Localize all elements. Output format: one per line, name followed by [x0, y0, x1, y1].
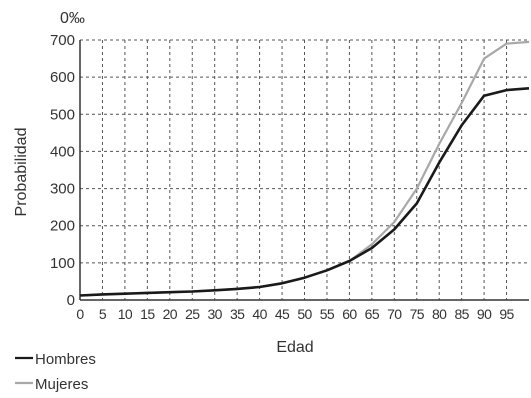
- x-tick-label: 15: [140, 306, 155, 322]
- x-tick-label: 45: [275, 306, 290, 322]
- y-tick-label: 600: [50, 69, 75, 86]
- series-lines: [79, 40, 530, 297]
- y-tick-label: 100: [50, 255, 75, 272]
- legend-label-mujeres: Mujeres: [35, 376, 88, 393]
- x-tick-label: 10: [118, 306, 133, 322]
- y-tick-label: 0: [67, 292, 75, 309]
- y-tick-label: 400: [50, 143, 75, 160]
- axes: [79, 40, 529, 301]
- x-tick-label: 75: [410, 306, 425, 322]
- x-tick-label: 70: [387, 306, 402, 322]
- x-tick-label: 5: [99, 306, 107, 322]
- x-tick-label: 25: [185, 306, 200, 322]
- x-tick-label: 35: [230, 306, 245, 322]
- y-tick-labels: 0 100 200 300 400 500 600 700: [50, 32, 75, 309]
- x-tick-label: 40: [252, 306, 267, 322]
- x-tick-label: 65: [365, 306, 380, 322]
- series-line-hombres: [79, 87, 530, 297]
- y-tick-label: 300: [50, 181, 75, 198]
- y-tick-label: 700: [50, 32, 75, 49]
- x-tick-label: 20: [163, 306, 178, 322]
- x-tick-label: 0: [76, 306, 84, 322]
- legend: Hombres Mujeres: [15, 351, 96, 393]
- x-tick-label: 55: [320, 306, 335, 322]
- legend-label-hombres: Hombres: [35, 351, 96, 368]
- x-tick-label: 95: [499, 306, 514, 322]
- x-tick-label: 30: [208, 306, 223, 322]
- x-tick-label: 50: [297, 306, 312, 322]
- y-tick-label: 200: [50, 218, 75, 235]
- y-axis-title: Probabilidad: [13, 128, 30, 217]
- x-tick-label: 60: [342, 306, 357, 322]
- unit-label: 0‰: [60, 10, 85, 27]
- x-tick-label: 85: [454, 306, 469, 322]
- grid: [80, 39, 529, 300]
- x-tick-label: 90: [477, 306, 492, 322]
- x-axis-title: Edad: [276, 339, 313, 356]
- y-tick-label: 500: [50, 106, 75, 123]
- x-tick-labels: 0 5 10 15 20 25 30 35 40 45 50 55 60 65 70 75 80 85 90 95: [76, 306, 515, 322]
- x-tick-label: 80: [432, 306, 447, 322]
